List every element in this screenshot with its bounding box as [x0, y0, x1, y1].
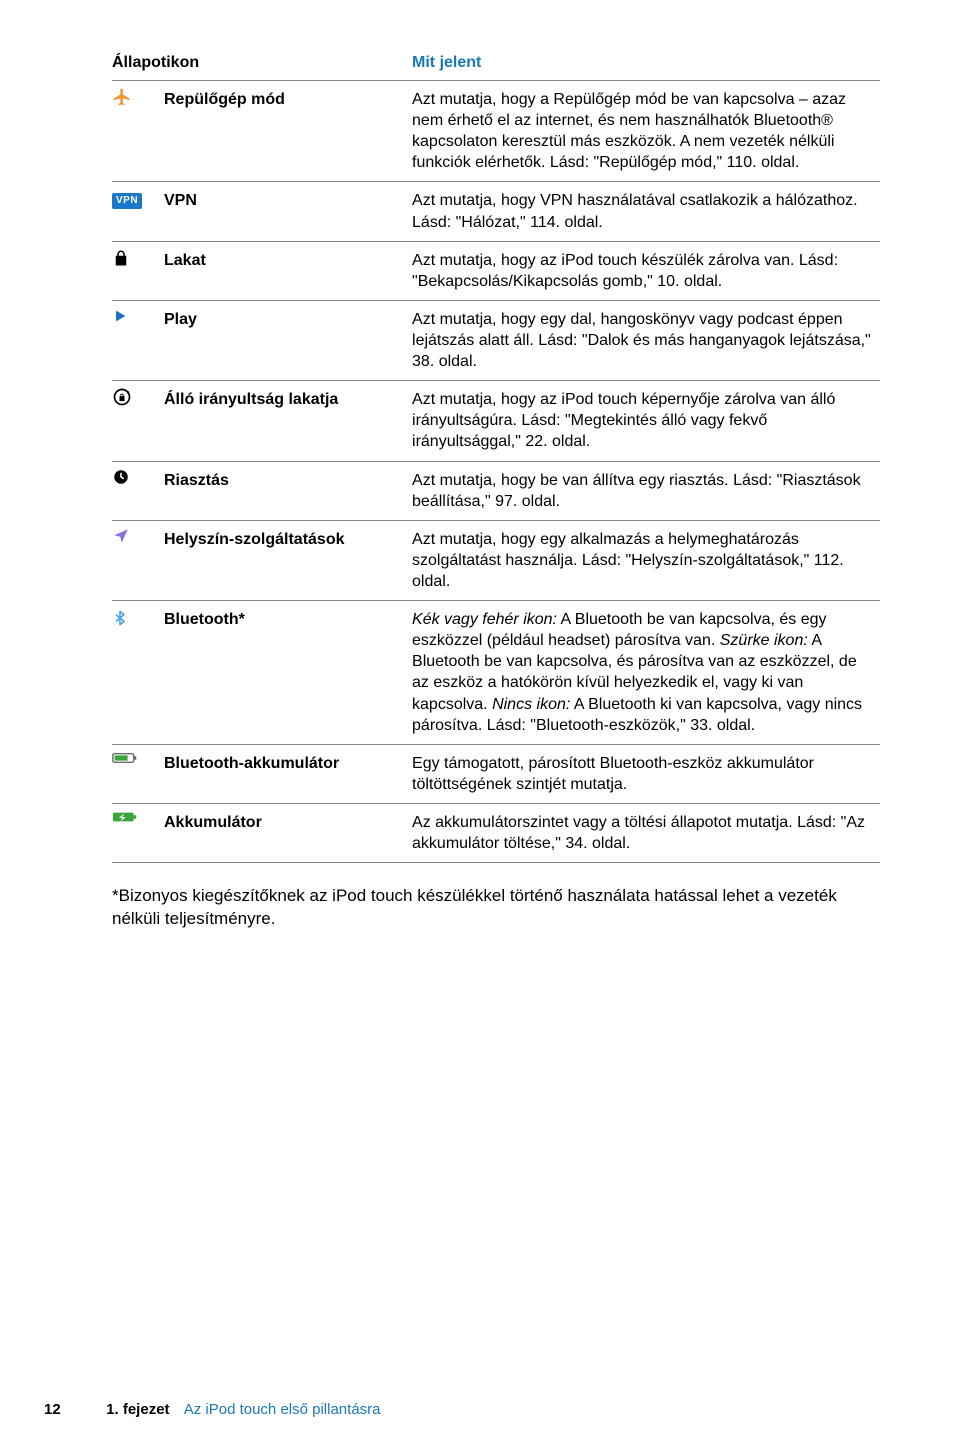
status-description: Egy támogatott, párosított Bluetooth-esz…: [412, 744, 880, 803]
status-description: Azt mutatja, hogy egy alkalmazás a helym…: [412, 520, 880, 600]
status-label: Bluetooth-akkumulátor: [164, 744, 412, 803]
play-cell: [112, 300, 164, 380]
status-description: Azt mutatja, hogy VPN használatával csat…: [412, 182, 880, 241]
status-label: Repülőgép mód: [164, 81, 412, 182]
status-description: Azt mutatja, hogy egy dal, hangoskönyv v…: [412, 300, 880, 380]
page-footer: 12 1. fejezet Az iPod touch első pillant…: [0, 1401, 960, 1418]
bluetooth-battery-icon: [112, 751, 138, 765]
table-row: RiasztásAzt mutatja, hogy be van állítva…: [112, 461, 880, 520]
table-row: Bluetooth*Kék vagy fehér ikon: A Bluetoo…: [112, 601, 880, 745]
table-row: VPNVPNAzt mutatja, hogy VPN használatáva…: [112, 182, 880, 241]
table-row: Álló irányultság lakatjaAzt mutatja, hog…: [112, 381, 880, 461]
footnote: *Bizonyos kiegészítőknek az iPod touch k…: [112, 885, 880, 931]
location-cell: [112, 520, 164, 600]
airplane-icon: [112, 87, 132, 107]
status-label: VPN: [164, 182, 412, 241]
battery-icon: [112, 810, 138, 824]
alarm-cell: [112, 461, 164, 520]
vpn-icon: VPN: [112, 193, 142, 208]
battery-cell: [112, 803, 164, 862]
status-label: Helyszín-szolgáltatások: [164, 520, 412, 600]
status-description: Azt mutatja, hogy be van állítva egy ria…: [412, 461, 880, 520]
header-icon-col: Állapotikon: [112, 48, 412, 81]
status-label: Akkumulátor: [164, 803, 412, 862]
table-row: Repülőgép módAzt mutatja, hogy a Repülőg…: [112, 81, 880, 182]
status-label: Riasztás: [164, 461, 412, 520]
bluetooth-icon: [112, 607, 128, 629]
status-description: Azt mutatja, hogy az iPod touch képernyő…: [412, 381, 880, 461]
orientation-lock-icon: [112, 387, 132, 407]
alarm-icon: [112, 468, 130, 486]
status-description: Azt mutatja, hogy a Repülőgép mód be van…: [412, 81, 880, 182]
status-description: Az akkumulátorszintet vagy a töltési áll…: [412, 803, 880, 862]
table-row: Helyszín-szolgáltatásokAzt mutatja, hogy…: [112, 520, 880, 600]
status-description: Azt mutatja, hogy az iPod touch készülék…: [412, 241, 880, 300]
lock-icon: [112, 248, 130, 268]
lock-cell: [112, 241, 164, 300]
status-label: Lakat: [164, 241, 412, 300]
status-label: Bluetooth*: [164, 601, 412, 745]
table-row: AkkumulátorAz akkumulátorszintet vagy a …: [112, 803, 880, 862]
play-icon: [112, 307, 128, 325]
status-icon-table: Állapotikon Mit jelent Repülőgép módAzt …: [112, 48, 880, 863]
orientation-lock-cell: [112, 381, 164, 461]
status-label: Play: [164, 300, 412, 380]
status-label: Álló irányultság lakatja: [164, 381, 412, 461]
page-number: 12: [44, 1401, 102, 1418]
bluetooth-cell: [112, 601, 164, 745]
table-row: LakatAzt mutatja, hogy az iPod touch kés…: [112, 241, 880, 300]
table-row: Bluetooth-akkumulátorEgy támogatott, pár…: [112, 744, 880, 803]
chapter-label: 1. fejezet: [106, 1401, 169, 1418]
vpn-cell: VPN: [112, 182, 164, 241]
location-icon: [112, 527, 130, 545]
status-description: Kék vagy fehér ikon: A Bluetooth be van …: [412, 601, 880, 745]
airplane-cell: [112, 81, 164, 182]
header-meaning-col: Mit jelent: [412, 48, 880, 81]
bluetooth-battery-cell: [112, 744, 164, 803]
chapter-title: Az iPod touch első pillantásra: [184, 1401, 381, 1418]
table-row: PlayAzt mutatja, hogy egy dal, hangoskön…: [112, 300, 880, 380]
